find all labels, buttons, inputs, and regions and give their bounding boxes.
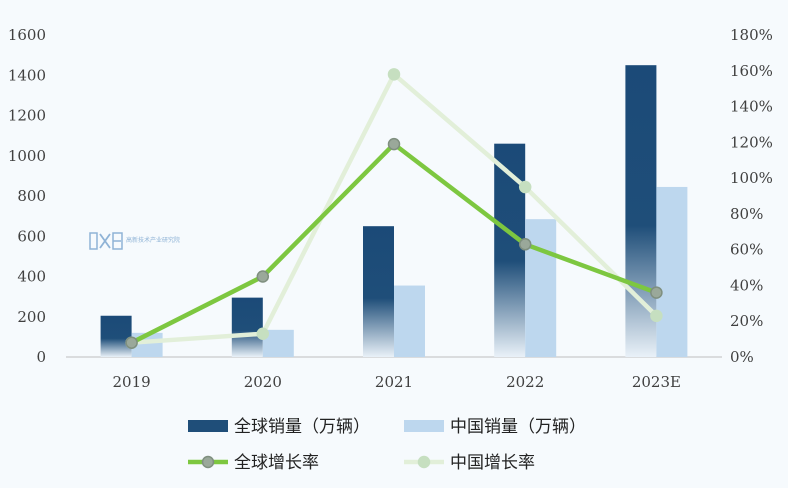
y-tick-label-right: 160% [730,62,773,80]
y-axis-right: 0% 20% 40% 60% 80% 100% 120% 140% 160% 180% [730,26,773,366]
bar-global-sales [363,226,394,357]
x-tick-label: 2022 [506,373,544,391]
y-tick-label-left: 200 [17,308,46,326]
y-tick-label-right: 40% [730,276,763,294]
y-tick-label-right: 100% [730,169,773,187]
point-china-growth [256,327,270,340]
y-tick-label-right: 20% [730,312,763,330]
bar-china-sales [394,285,425,357]
point-global-growth [518,238,532,251]
y-tick-label-left: 1600 [8,26,46,44]
legend-swatch [404,420,444,432]
y-tick-label-left: 1400 [8,66,46,84]
point-china-growth [650,309,663,323]
y-tick-label-left: 0 [36,348,46,366]
y-tick-label-right: 180% [730,26,773,44]
watermark-text: 高新技术产业研究院 [126,236,180,244]
y-axis-left: 0 200 400 600 800 1000 1200 1400 1600 [8,26,46,366]
bar-china-sales [656,186,688,357]
point-global-growth [256,270,270,283]
y-tick-label-right: 80% [730,205,763,223]
y-tick-label-left: 400 [17,268,46,286]
bars [100,65,688,357]
x-tick-label: 2023E [632,373,681,391]
x-tick-label: 2020 [244,373,282,391]
bar-global-sales [231,297,263,357]
y-tick-label-left: 800 [17,187,46,205]
bar-china-sales [525,219,557,357]
y-tick-label-right: 120% [730,133,773,151]
legend: 全球销量（万辆） 中国销量（万辆） 全球增长率 中国增长率 [188,417,586,473]
y-tick-label-left: 1200 [8,107,46,125]
y-tick-label-right: 60% [730,241,763,259]
y-tick-label-right: 140% [730,98,773,116]
point-china-growth [387,68,401,81]
legend-label: 中国增长率 [450,453,535,473]
legend-marker [201,455,215,469]
x-tick-label: 2021 [375,373,413,391]
legend-label: 中国销量（万辆） [450,417,586,437]
y-tick-label-right: 0% [730,348,754,366]
point-global-growth [125,336,138,349]
y-tick-label-left: 600 [17,227,46,245]
x-tick-label: 2019 [113,373,151,391]
watermark-logo: 高新技术产业研究院 [89,232,180,250]
bar-global-sales [494,143,526,357]
lines [125,68,663,349]
x-axis: 2019 2020 2021 2022 2023E [113,373,681,391]
point-china-growth [518,180,532,194]
legend-label: 全球增长率 [234,453,319,473]
legend-label: 全球销量（万辆） [234,417,370,437]
legend-marker [417,455,431,469]
legend-swatch [188,420,228,432]
bar-global-sales [100,315,132,357]
y-tick-label-left: 1000 [8,147,46,165]
point-global-growth [650,286,663,299]
point-global-growth [387,137,401,151]
